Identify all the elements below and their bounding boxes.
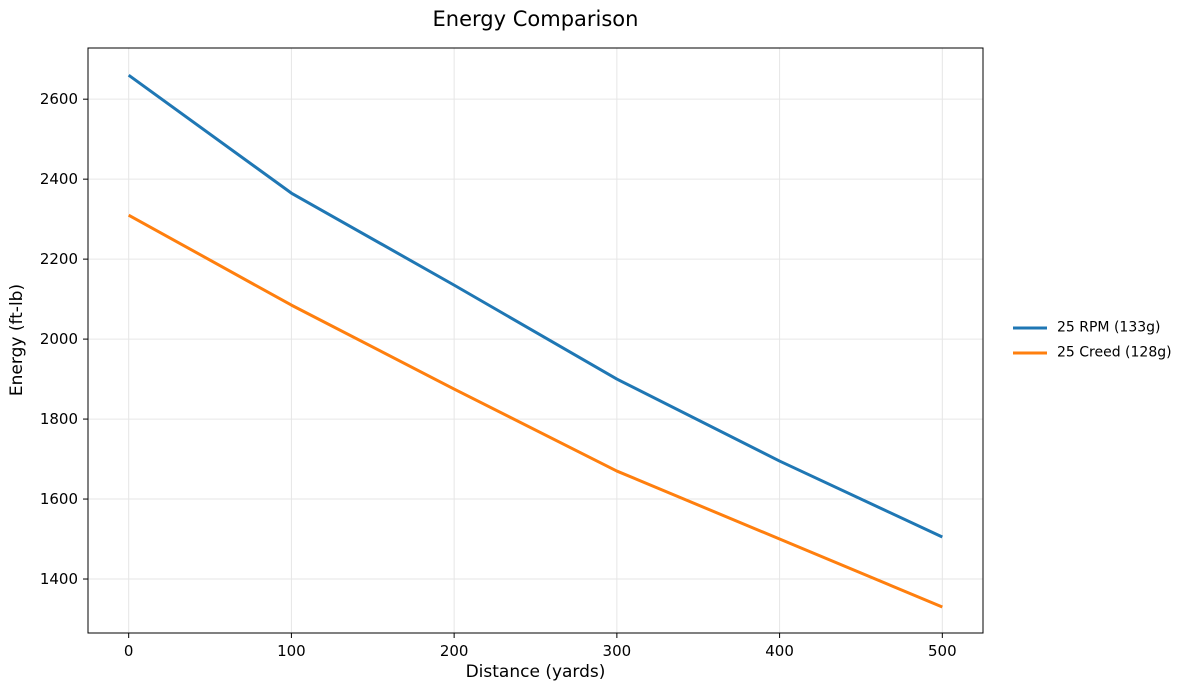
legend-entry: 25 RPM (133g): [1013, 320, 1172, 336]
legend-line-swatch: [1013, 326, 1047, 329]
series-line-1: [127, 213, 943, 609]
y-tick-label: 2200: [40, 250, 78, 268]
series-line-0: [127, 73, 943, 539]
x-axis-label: Distance (yards): [465, 662, 606, 682]
legend-entry: 25 Creed (128g): [1013, 345, 1172, 361]
x-tick-label: 300: [603, 642, 632, 660]
x-tick-label: 0: [124, 642, 134, 660]
legend-label: 25 Creed (128g): [1057, 344, 1172, 361]
x-tick-label: 100: [277, 642, 306, 660]
y-tick-label: 1400: [40, 570, 78, 588]
y-tick-label: 2600: [40, 90, 78, 108]
x-tick-label: 500: [928, 642, 957, 660]
y-tick-label: 1600: [40, 490, 78, 508]
legend-label: 25 RPM (133g): [1057, 319, 1161, 336]
x-tick-label: 200: [440, 642, 469, 660]
legend-line-swatch: [1013, 351, 1047, 354]
y-tick-label: 2000: [40, 330, 78, 348]
legend: 25 RPM (133g) 25 Creed (128g): [1013, 320, 1172, 361]
plot-border: [87, 47, 984, 634]
y-axis-label: Energy (ft-lb): [7, 283, 27, 397]
x-tick-label: 400: [765, 642, 794, 660]
y-tick-label: 2400: [40, 170, 78, 188]
y-tick-label: 1800: [40, 410, 78, 428]
chart-title: Energy Comparison: [432, 7, 639, 31]
